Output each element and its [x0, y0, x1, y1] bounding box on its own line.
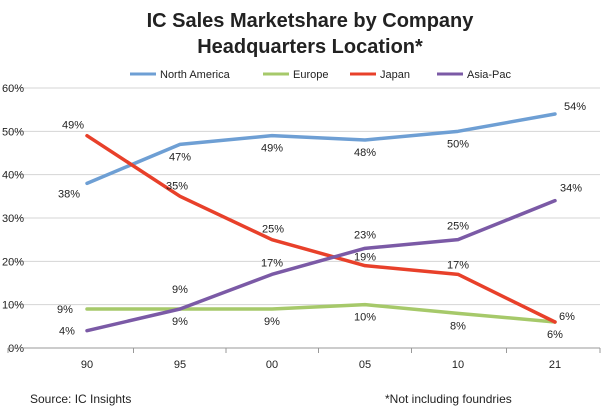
data-label: 8% [450, 320, 466, 332]
data-label: 17% [261, 257, 283, 269]
source-note: Source: IC Insights [30, 392, 131, 406]
data-label: 50% [447, 138, 469, 150]
y-tick-label: 0% [8, 343, 24, 355]
x-tick-label: 00 [266, 359, 278, 371]
data-label: 25% [262, 224, 284, 236]
x-tick-label: 90 [81, 359, 93, 371]
y-tick-label: 20% [2, 256, 24, 268]
y-tick-label: 50% [2, 126, 24, 138]
x-tick-label: 21 [549, 359, 561, 371]
data-label: 34% [560, 183, 582, 195]
chart-title-line1: IC Sales Marketshare by Company [147, 10, 475, 32]
y-tick-label: 30% [2, 213, 24, 225]
data-label: 10% [354, 312, 376, 324]
legend-label: Japan [380, 69, 410, 81]
x-tick-label: 95 [174, 359, 186, 371]
y-tick-label: 10% [2, 300, 24, 312]
y-tick-label: 60% [2, 83, 24, 95]
data-label: 35% [166, 180, 188, 192]
x-tick-label: 10 [452, 359, 464, 371]
x-tick-label: 05 [359, 359, 371, 371]
data-label: 19% [354, 252, 376, 264]
data-label: 17% [447, 259, 469, 271]
data-label: 9% [172, 316, 188, 328]
data-label: 6% [559, 311, 575, 323]
data-label: 47% [169, 151, 191, 163]
data-label: 6% [547, 329, 563, 341]
data-label: 9% [57, 304, 73, 316]
data-label: 49% [261, 143, 283, 155]
footnote: *Not including foundries [385, 392, 512, 406]
y-tick-label: 40% [2, 170, 24, 182]
series-line-japan [85, 133, 557, 324]
data-label: 9% [264, 316, 280, 328]
legend-label: Asia-Pac [467, 69, 512, 81]
legend-label: Europe [293, 69, 328, 81]
data-label: 38% [58, 188, 80, 200]
chart-title-line2: Headquarters Location* [197, 36, 423, 58]
legend-label: North America [160, 69, 231, 81]
series-line-north-america [85, 112, 557, 186]
data-label: 23% [354, 229, 376, 241]
series-line-europe [85, 302, 557, 324]
data-label: 48% [354, 147, 376, 159]
series-line-asia-pac [85, 198, 557, 333]
data-label: 54% [564, 101, 586, 113]
data-label: 25% [447, 221, 469, 233]
data-label: 4% [59, 326, 75, 338]
data-label: 49% [62, 120, 84, 132]
data-label: 9% [172, 284, 188, 296]
